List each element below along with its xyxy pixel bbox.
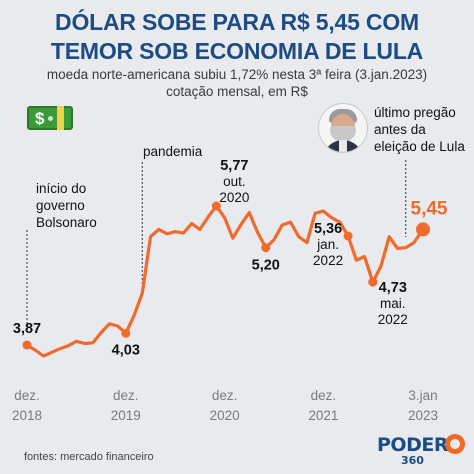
x-tick-label: dez. bbox=[113, 388, 139, 403]
x-tick-label: 2020 bbox=[210, 408, 240, 423]
x-tick-label: 2023 bbox=[408, 408, 438, 423]
data-label: 4,73 bbox=[379, 280, 407, 296]
annotation-bolsonaro-line: governo bbox=[36, 198, 85, 213]
data-label-date: 2022 bbox=[313, 253, 343, 268]
source-note: fontes: mercado financeiro bbox=[24, 451, 154, 463]
data-point bbox=[22, 340, 32, 350]
annotation-lula-line: eleição de Lula bbox=[374, 139, 465, 154]
x-tick-label: 2018 bbox=[12, 408, 42, 423]
x-tick-label: dez. bbox=[14, 388, 40, 403]
bill-band bbox=[57, 106, 64, 130]
subtitle-line-1: moeda norte-americana subiu 1,72% nesta … bbox=[46, 67, 428, 82]
poder360-logo-icon: PODER 360 bbox=[377, 432, 467, 468]
annotation-pandemia: pandemia bbox=[143, 143, 202, 160]
data-point bbox=[416, 222, 430, 237]
annotation-lula-line: último pregão bbox=[374, 105, 456, 120]
portrait-shirt bbox=[339, 140, 347, 152]
data-label-date: 2020 bbox=[219, 190, 249, 205]
data-label-date: mai. bbox=[380, 296, 406, 311]
annotation-bolsonaro-line: Bolsonaro bbox=[36, 215, 97, 230]
data-label: 4,03 bbox=[112, 342, 140, 358]
x-tick-label: 2021 bbox=[308, 408, 338, 423]
data-point bbox=[121, 328, 131, 338]
data-point bbox=[343, 231, 353, 241]
bill-dot bbox=[48, 116, 53, 121]
data-label: 5,77 bbox=[220, 158, 248, 174]
x-tick-label: dez. bbox=[212, 388, 238, 403]
page-title-line-1: DÓLAR SOBE PARA R$ 5,45 COM bbox=[55, 9, 419, 35]
data-label-date: out. bbox=[223, 174, 246, 189]
x-tick-label: dez. bbox=[311, 388, 337, 403]
page-title-line-2: TEMOR SOB ECONOMIA DE LULA bbox=[50, 38, 424, 64]
data-point bbox=[211, 201, 221, 211]
logo-sun-icon bbox=[445, 434, 465, 454]
series-line bbox=[25, 204, 425, 358]
data-label: 3,87 bbox=[13, 321, 41, 337]
annotation-bolsonaro: início do governo Bolsonaro bbox=[36, 180, 97, 231]
data-label: 5,20 bbox=[252, 258, 280, 274]
dollar-sign-glyph: $ bbox=[35, 109, 45, 128]
data-label-date: 2022 bbox=[378, 312, 408, 327]
annotation-lula: último pregão antes da eleição de Lula bbox=[374, 104, 465, 155]
x-tick-label: 2019 bbox=[111, 408, 141, 423]
annotation-pandemia-line: pandemia bbox=[143, 144, 203, 159]
data-label: 5,45 bbox=[411, 198, 448, 219]
annotation-bolsonaro-line: início do bbox=[36, 181, 87, 196]
data-point bbox=[368, 277, 378, 287]
logo-word: PODER bbox=[377, 434, 448, 456]
data-point bbox=[261, 243, 271, 253]
annotation-lula-line: antes da bbox=[374, 122, 426, 137]
portrait-beard bbox=[330, 126, 356, 142]
subtitle-line-2: cotação mensal, em R$ bbox=[166, 84, 308, 99]
data-label: 5,36 bbox=[314, 221, 342, 237]
lula-portrait-icon bbox=[318, 103, 368, 153]
data-label-date: jan. bbox=[316, 237, 339, 252]
money-bill-icon: $ bbox=[27, 106, 73, 130]
x-tick-label: 3.jan bbox=[408, 388, 437, 403]
logo-number: 360 bbox=[401, 454, 424, 467]
